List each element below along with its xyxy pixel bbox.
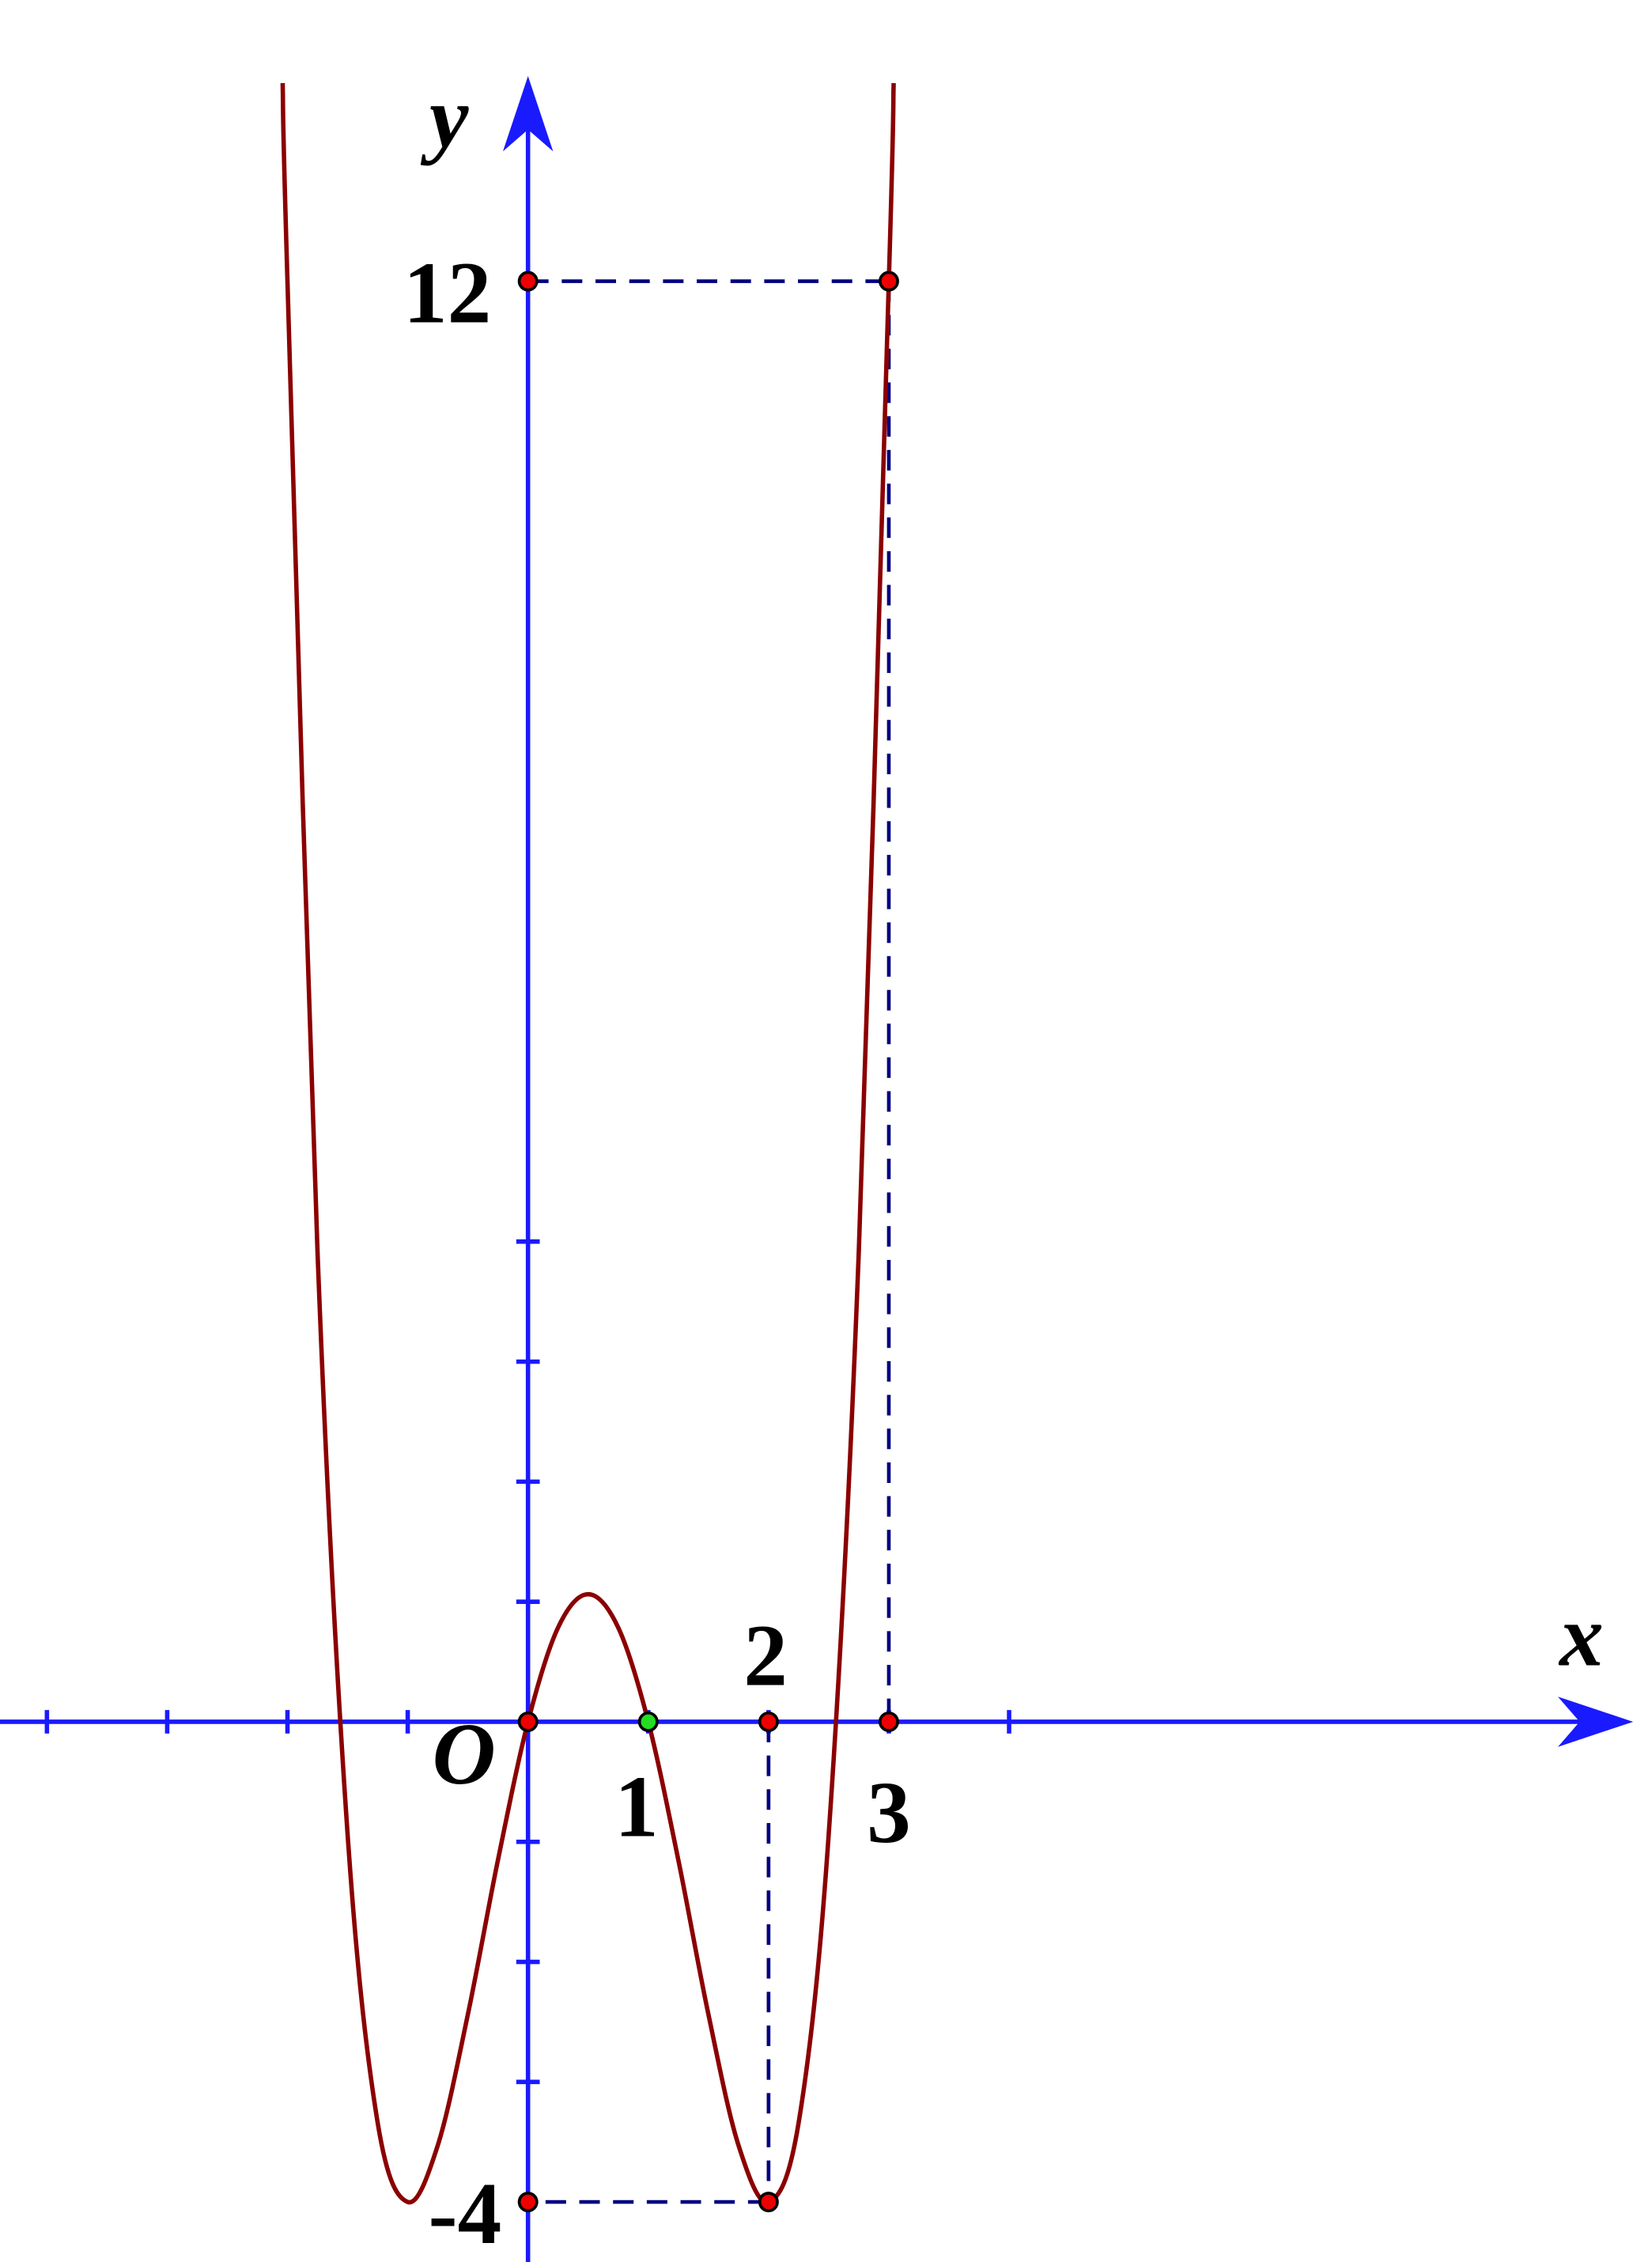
point-label: 3 — [867, 1765, 911, 1862]
y-axis-arrow — [502, 76, 554, 152]
point-label: 12 — [403, 244, 491, 342]
point-label: 1 — [614, 1759, 659, 1856]
point — [637, 1711, 659, 1732]
curve — [280, 83, 896, 2205]
y-axis-label: y — [420, 70, 469, 167]
point — [878, 1711, 899, 1732]
point-label: -4 — [429, 2166, 502, 2262]
x-axis-arrow — [1557, 1696, 1634, 1747]
point — [517, 2192, 539, 2213]
x-axis-label: x — [1558, 1588, 1604, 1685]
point-label: O — [432, 1706, 495, 1803]
point — [878, 270, 899, 292]
point — [758, 1711, 779, 1732]
point-label: 2 — [743, 1608, 788, 1705]
point — [517, 1711, 539, 1732]
point — [758, 2192, 779, 2213]
point — [517, 270, 539, 292]
